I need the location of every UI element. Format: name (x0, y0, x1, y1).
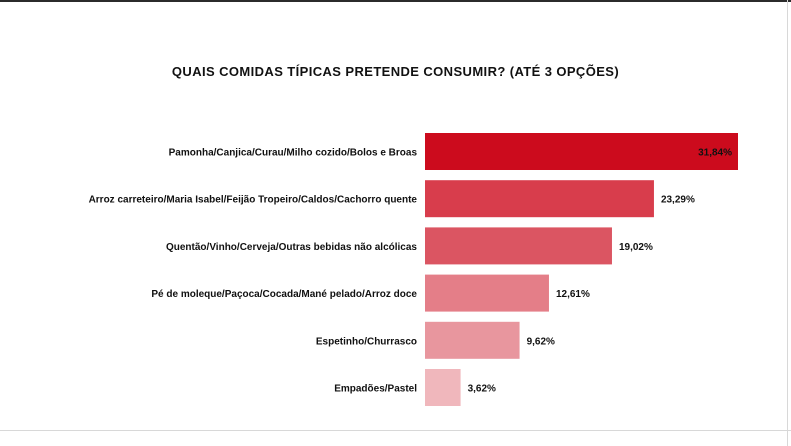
bar-5 (425, 321, 520, 359)
right-border-line (787, 0, 788, 446)
value-label-1: 31,84% (698, 148, 732, 159)
category-label-6: Empadões/Pastel (334, 384, 417, 395)
category-label-4: Pé de moleque/Paçoca/Cocada/Mané pelado/… (151, 289, 417, 300)
value-label-2: 23,29% (661, 195, 695, 206)
value-label-4: 12,61% (556, 289, 590, 300)
bar-2 (425, 180, 654, 218)
value-label-3: 19,02% (619, 242, 653, 253)
bar-6 (425, 369, 461, 406)
category-label-5: Espetinho/Churrasco (316, 336, 417, 347)
category-label-2: Arroz carreteiro/Maria Isabel/Feijão Tro… (89, 195, 418, 206)
category-label-3: Quentão/Vinho/Cerveja/Outras bebidas não… (166, 242, 417, 253)
bar-3 (425, 227, 612, 265)
category-label-1: Pamonha/Canjica/Curau/Milho cozido/Bolos… (169, 148, 418, 159)
value-label-6: 3,62% (468, 384, 496, 395)
bar-4 (425, 274, 549, 312)
value-label-5: 9,62% (527, 336, 555, 347)
top-border-line (0, 0, 791, 2)
bottom-border-line (0, 430, 791, 431)
bar-1 (425, 133, 738, 170)
chart-title: QUAIS COMIDAS TÍPICAS PRETENDE CONSUMIR?… (171, 64, 620, 79)
